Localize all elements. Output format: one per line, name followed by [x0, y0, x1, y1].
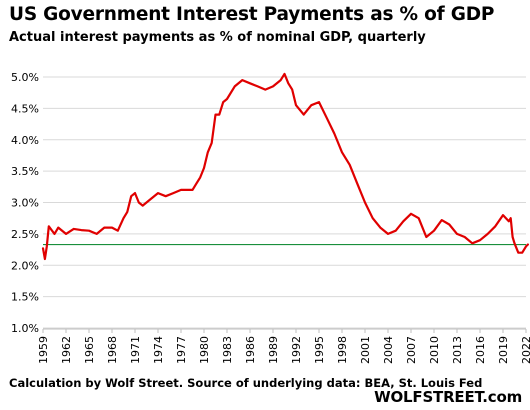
- y-tick-label: 2.5%: [11, 228, 39, 241]
- y-tick-label: 4.5%: [11, 102, 39, 115]
- series-line: [41, 72, 530, 261]
- y-tick-label: 4.0%: [11, 134, 39, 147]
- x-tick-label: 1983: [221, 336, 234, 364]
- brand-label: WOLFSTREET.com: [374, 388, 522, 406]
- x-tick-label: 2001: [359, 336, 372, 364]
- x-tick-label: 1968: [106, 336, 119, 364]
- x-tick-label: 2013: [451, 336, 464, 364]
- x-tick-label: 1959: [37, 336, 50, 364]
- source-note: Calculation by Wolf Street. Source of un…: [9, 376, 483, 390]
- x-tick-label: 1995: [313, 336, 326, 364]
- y-axis-ticks: 1.0% 1.5% 2.0% 2.5% 3.0% 3.5% 4.0% 4.5% 5.0%: [11, 71, 39, 335]
- x-tick-label: 2004: [382, 336, 395, 364]
- x-tick-label: 1989: [267, 336, 280, 364]
- x-tick-label: 2022: [520, 336, 530, 364]
- x-tick-label: 1980: [198, 336, 211, 364]
- x-axis-ticks: 1959 1962 1965 1968 1971 1974 1977 1980 1983 1986…: [37, 329, 530, 364]
- y-tick-label: 3.0%: [11, 197, 39, 210]
- x-tick-label: 2016: [474, 336, 487, 364]
- series-group: [41, 72, 530, 261]
- x-tick-label: 2019: [497, 336, 510, 364]
- x-tick-label: 1962: [60, 336, 73, 364]
- x-tick-label: 1992: [290, 336, 303, 364]
- x-tick-label: 1986: [244, 336, 257, 364]
- x-tick-label: 1998: [336, 336, 349, 364]
- y-tick-label: 1.0%: [11, 322, 39, 335]
- chart-title: US Government Interest Payments as % of …: [9, 4, 495, 25]
- x-tick-label: 1974: [152, 336, 165, 364]
- y-tick-label: 2.0%: [11, 259, 39, 272]
- chart-subtitle: Actual interest payments as % of nominal…: [9, 30, 426, 45]
- y-tick-label: 1.5%: [11, 291, 39, 304]
- x-tick-label: 1977: [175, 336, 188, 364]
- grid-lines: [43, 76, 526, 330]
- y-tick-label: 3.5%: [11, 165, 39, 178]
- x-tick-label: 1965: [83, 336, 96, 364]
- y-tick-label: 5.0%: [11, 71, 39, 84]
- x-tick-label: 2010: [428, 336, 441, 364]
- x-tick-label: 2007: [405, 336, 418, 364]
- x-tick-label: 1971: [129, 336, 142, 364]
